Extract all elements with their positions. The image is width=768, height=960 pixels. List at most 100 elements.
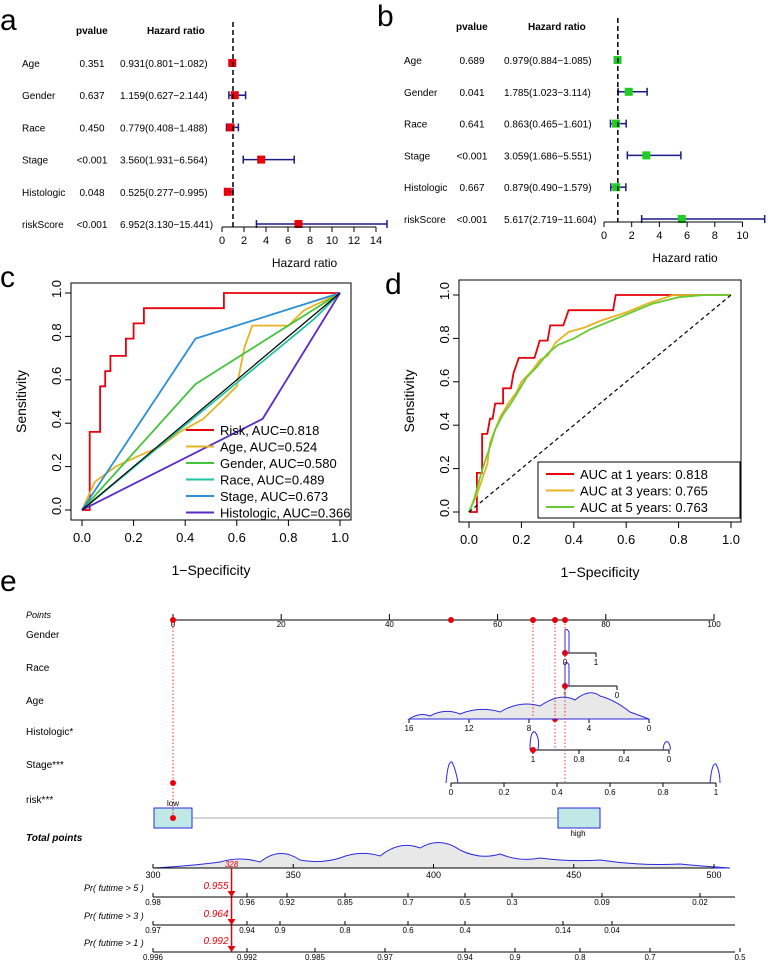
roc-diagonal-line (468, 294, 732, 513)
nomogram-prob-tick-label: 0.9 (509, 953, 521, 960)
nomogram-total-tick-label: 300 (145, 870, 160, 880)
forest-hr-marker (677, 215, 686, 223)
forest-a-pvalue-header: pvalue (76, 26, 108, 37)
forest-hr-marker (223, 187, 232, 196)
nomogram-prob-tick-label: 0.9 (274, 926, 286, 935)
forest-a-hr-header: Hazard ratio (147, 26, 205, 37)
nomogram-e: Points020406080100Gender01Race10Age16128… (26, 610, 746, 960)
roc-y-tick-label: 0.4 (49, 410, 64, 428)
nomogram-variable-label: Gender (26, 630, 60, 641)
forest-row-hr: 0.863(0.465−1.601) (504, 120, 592, 131)
forest-row-label: Stage (404, 151, 431, 162)
nomogram-prob-marker (227, 919, 236, 925)
nomogram-tick-label: 0.8 (573, 755, 585, 764)
forest-row-label: Stage (22, 156, 49, 167)
nomogram-tick-label: 1 (531, 755, 536, 764)
nomogram-tick-label: 4 (587, 724, 592, 733)
forest-row-hr: 0.779(0.408−1.488) (120, 123, 208, 134)
forest-x-tick-label: 12 (348, 235, 360, 247)
nomogram-prob-tick-label: 0.92 (279, 898, 295, 907)
nomogram-tick-label: 0.4 (618, 755, 630, 764)
nomogram-tick-label: 1 (563, 691, 568, 700)
roc-legend-label: Age, AUC=0.524 (220, 440, 317, 455)
nomogram-prob-tick-label: 0.992 (237, 953, 258, 960)
nomogram-variable-label: Age (26, 696, 44, 707)
nomogram-prob-tick-label: 0.3 (506, 898, 518, 907)
nomogram-tick-label: 1 (594, 658, 599, 667)
roc-y-tick-label: 0.6 (437, 369, 452, 387)
nomogram-variable-label: risk*** (26, 795, 53, 806)
forest-row-pvalue: <0.001 (77, 156, 108, 167)
roc-legend-label: Risk, AUC=0.818 (220, 423, 319, 438)
nomogram-distribution (529, 731, 671, 751)
forest-hr-marker (612, 183, 621, 192)
roc-diagonal-line (81, 292, 341, 511)
forest-row-label: Histologic (22, 188, 65, 199)
forest-row-hr: 0.931(0.801−1.082) (120, 59, 208, 70)
roc-y-tick-label: 1.0 (437, 282, 452, 300)
roc-x-tick-label: 0.2 (125, 530, 143, 545)
nomogram-prob-tick-label: 0.97 (145, 926, 161, 935)
forest-row-label: Age (22, 59, 40, 70)
nomogram-variable-label: Stage*** (26, 760, 64, 771)
forest-row-pvalue: 0.041 (459, 88, 484, 99)
nomogram-value-marker (170, 815, 176, 821)
nomogram-prob-tick-label: 0.94 (239, 926, 255, 935)
forest-hr-marker (642, 151, 651, 160)
roc-y-tick-label: 0.6 (49, 367, 64, 385)
forest-row-hr: 3.059(1.686−5.551) (504, 151, 592, 162)
nomogram-variable-label: Race (26, 663, 50, 674)
nomogram-total-value: 328 (225, 860, 239, 869)
forest-row-label: Gender (22, 91, 56, 102)
roc-x-tick-label: 0.6 (228, 530, 246, 545)
forest-row-label: Race (22, 123, 46, 134)
forest-row-pvalue: 0.689 (459, 56, 484, 67)
forest-x-tick-label: 10 (326, 235, 338, 247)
forest-row-pvalue: <0.001 (77, 220, 108, 231)
forest-row-label: riskScore (404, 215, 446, 226)
forest-row-hr: 5.617(2.719−11.604) (504, 215, 596, 226)
forest-row-pvalue: 0.641 (459, 120, 484, 131)
forest-row-label: Histologic (404, 183, 447, 194)
forest-row-pvalue: 0.048 (79, 188, 104, 199)
forest-row-pvalue: <0.001 (457, 151, 488, 162)
forest-x-tick-label: 8 (712, 230, 718, 242)
nomogram-prob-tick-label: 0.6 (402, 926, 414, 935)
nomogram-prob-tick-label: 0.14 (555, 926, 571, 935)
roc-y-axis-label: Sensitivity (401, 369, 417, 432)
nomogram-tick-label: 0 (647, 724, 652, 733)
forest-row-hr: 1.159(0.627−2.144) (120, 91, 208, 102)
nomogram-risk-high-box (557, 807, 601, 829)
roc-y-tick-label: 0.8 (49, 323, 64, 341)
nomogram-tick-label: 0 (667, 755, 672, 764)
nomogram-prob-tick-label: 0.8 (339, 926, 351, 935)
nomogram-prob-tick-label: 0.09 (594, 898, 610, 907)
nomogram-distribution (564, 628, 570, 653)
forest-row-pvalue: <0.001 (457, 215, 488, 226)
panel-label-e: e (0, 565, 17, 598)
roc-plot-c: 0.0 0.0 0.2 0.2 0.4 0.4 0.6 0.6 0.8 0.8 1.0 1.0 1−Sp… (13, 280, 352, 578)
roc-x-tick-label: 1.0 (331, 530, 349, 545)
forest-row-label: Age (404, 56, 422, 67)
roc-series-line (468, 294, 731, 513)
forest-hr-marker (226, 123, 235, 132)
panel-label-c: c (0, 261, 15, 294)
nomogram-tick-label: 0.2 (498, 788, 510, 797)
roc-x-tick-label: 0.8 (279, 530, 297, 545)
forest-x-tick-label: 14 (370, 235, 382, 247)
nomogram-prob-tick-label: 0.5 (459, 898, 471, 907)
forest-hr-marker (611, 119, 620, 128)
forest-row-hr: 0.525(0.277−0.995) (120, 188, 208, 199)
forest-row-hr: 6.952(3.130−15.441) (120, 220, 213, 231)
roc-series-line (81, 292, 341, 511)
roc-legend-label: Gender, AUC=0.580 (220, 456, 337, 471)
nomogram-points-label: Points (26, 610, 52, 620)
nomogram-distribution (407, 692, 650, 720)
roc-x-axis-label: 1−Specificity (561, 564, 640, 580)
nomogram-prob-label: Pr( futime > 5 ) (84, 883, 144, 893)
nomogram-points-marker (448, 617, 454, 623)
roc-legend-label: AUC at 1 years: 0.818 (580, 467, 708, 482)
nomogram-prob-tick-label: 0.985 (305, 953, 326, 960)
forest-hr-marker (228, 59, 237, 67)
roc-plot-d: 0.0 0.0 0.2 0.2 0.4 0.4 0.6 0.6 0.8 0.8 1.0 1.0 1−Sp… (401, 279, 742, 580)
